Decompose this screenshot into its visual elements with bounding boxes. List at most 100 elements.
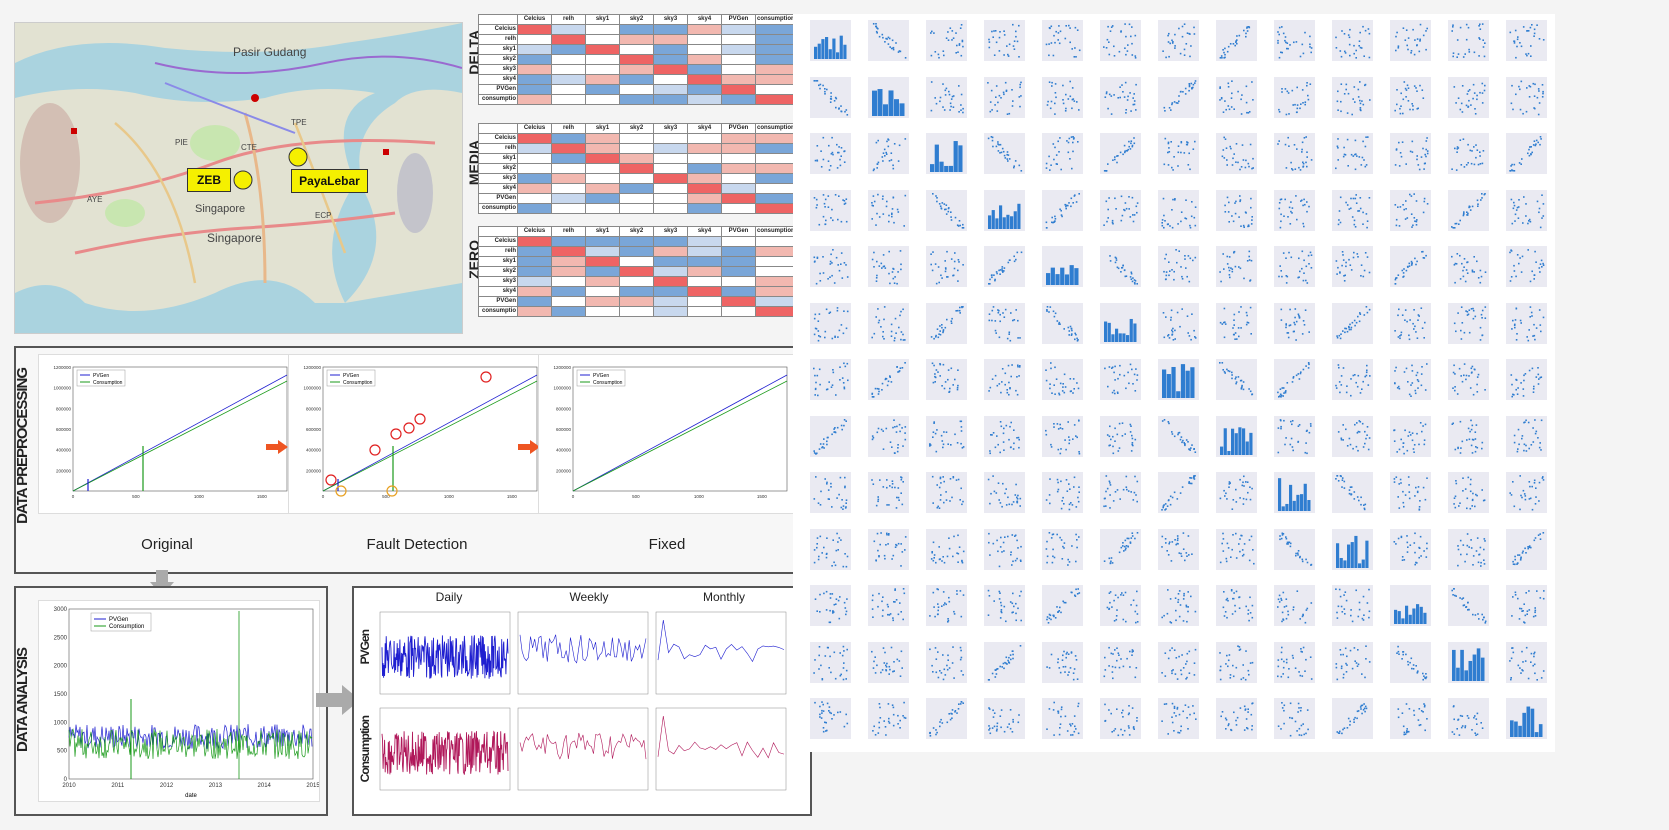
scatter-point bbox=[1526, 613, 1528, 615]
scatter-point bbox=[845, 264, 847, 266]
scatter-point bbox=[1072, 201, 1074, 204]
scatter-point bbox=[1301, 141, 1304, 144]
scatter-point bbox=[1459, 108, 1462, 110]
scatter-point bbox=[1513, 394, 1515, 396]
scatter-point bbox=[1247, 491, 1249, 494]
scatter-point bbox=[1471, 270, 1474, 273]
scatter-point bbox=[902, 338, 905, 341]
scatter-point bbox=[1225, 147, 1228, 149]
scatter-point bbox=[1418, 314, 1420, 317]
scatter-point bbox=[1509, 31, 1512, 34]
scatter-point bbox=[1479, 326, 1482, 328]
table-cell bbox=[687, 74, 722, 85]
scatter-point bbox=[1339, 272, 1341, 274]
scatter-point bbox=[1248, 110, 1251, 113]
scatter-point bbox=[899, 50, 902, 53]
scatter-point bbox=[1133, 491, 1136, 494]
scatter-point bbox=[1068, 333, 1070, 336]
scatter-point bbox=[1405, 163, 1407, 165]
pair-scatter bbox=[1332, 302, 1373, 344]
scatter-point bbox=[938, 202, 941, 205]
scatter-point bbox=[818, 555, 820, 557]
scatter-point bbox=[1424, 321, 1426, 323]
scatter-point bbox=[1136, 717, 1138, 719]
scatter-point bbox=[819, 716, 821, 718]
scatter-point bbox=[825, 730, 827, 732]
scatter-point bbox=[938, 507, 941, 509]
scatter-point bbox=[1534, 83, 1536, 85]
scatter-point bbox=[1119, 151, 1122, 154]
scatter-point bbox=[818, 368, 821, 371]
scatter-point bbox=[994, 446, 997, 448]
scatter-point bbox=[871, 217, 873, 220]
scatter-point bbox=[1136, 379, 1138, 381]
scatter-point bbox=[999, 617, 1002, 619]
scatter-point bbox=[1174, 337, 1176, 340]
scatter-point bbox=[953, 610, 955, 613]
scatter-point bbox=[1307, 362, 1310, 364]
scatter-point bbox=[1397, 708, 1400, 710]
scatter-point bbox=[1002, 440, 1005, 443]
scatter-point bbox=[836, 426, 839, 428]
scatter-point bbox=[995, 672, 998, 675]
scatter-point bbox=[1057, 661, 1059, 663]
singapore-map: Pasir Gudang Singapore Singapore TPE PIE… bbox=[14, 22, 463, 334]
scatter-point bbox=[1467, 162, 1469, 164]
scatter-point bbox=[1400, 333, 1402, 336]
scatter-point bbox=[1169, 503, 1172, 506]
scatter-point bbox=[1510, 165, 1512, 167]
table-cell bbox=[551, 266, 586, 277]
scatter-point bbox=[1360, 708, 1362, 710]
scatter-point bbox=[1538, 308, 1541, 311]
scatter-point bbox=[1477, 561, 1480, 563]
scatter-point bbox=[1399, 152, 1402, 154]
scatter-point bbox=[900, 478, 903, 481]
scatter-point bbox=[898, 50, 901, 52]
scatter-point bbox=[1105, 170, 1107, 172]
scatter-point bbox=[1301, 88, 1304, 91]
scatter-point bbox=[949, 387, 951, 390]
scatter-point bbox=[871, 599, 874, 602]
scatter-point bbox=[1222, 253, 1224, 255]
scatter-point bbox=[1224, 717, 1227, 720]
scatter-point bbox=[1340, 653, 1342, 655]
scatter-point bbox=[1416, 379, 1419, 381]
series-pvgen bbox=[72, 374, 288, 492]
scatter-point bbox=[1168, 422, 1170, 424]
scatter-point bbox=[1112, 222, 1114, 224]
scatter-point bbox=[1243, 277, 1245, 280]
scatter-point bbox=[1419, 500, 1421, 502]
scatter-point bbox=[1067, 558, 1069, 560]
scatter-point bbox=[939, 204, 942, 207]
scatter-point bbox=[1250, 332, 1252, 335]
scatter-point bbox=[1018, 366, 1021, 368]
scatter-point bbox=[1167, 164, 1170, 166]
scatter-point bbox=[1344, 50, 1346, 53]
scatter-point bbox=[1077, 500, 1080, 503]
scatter-point bbox=[1420, 156, 1423, 158]
histogram-bar bbox=[1231, 428, 1235, 455]
scatter-point bbox=[1527, 30, 1529, 32]
scatter-point bbox=[887, 542, 889, 545]
scatter-point bbox=[1055, 378, 1058, 380]
histogram-bar bbox=[1129, 318, 1133, 342]
scatter-point bbox=[1368, 588, 1370, 591]
table-cell bbox=[585, 306, 620, 317]
scatter-point bbox=[1067, 151, 1070, 154]
scatter-point bbox=[877, 498, 880, 501]
scatter-point bbox=[1521, 496, 1523, 499]
scatter-point bbox=[937, 266, 940, 268]
scatter-point bbox=[814, 394, 816, 396]
scatter-point bbox=[1174, 47, 1176, 49]
scatter-point bbox=[1341, 264, 1343, 267]
scatter-point bbox=[1358, 601, 1361, 604]
scatter-point bbox=[1369, 375, 1371, 377]
scatter-point bbox=[1049, 305, 1052, 308]
scatter-point bbox=[1452, 371, 1455, 374]
scatter-point bbox=[889, 485, 891, 487]
scatter-point bbox=[1184, 559, 1186, 561]
scatter-point bbox=[1353, 721, 1355, 723]
scatter-point bbox=[1291, 89, 1294, 91]
scatter-point bbox=[1118, 653, 1120, 656]
scatter-point bbox=[1289, 702, 1292, 705]
